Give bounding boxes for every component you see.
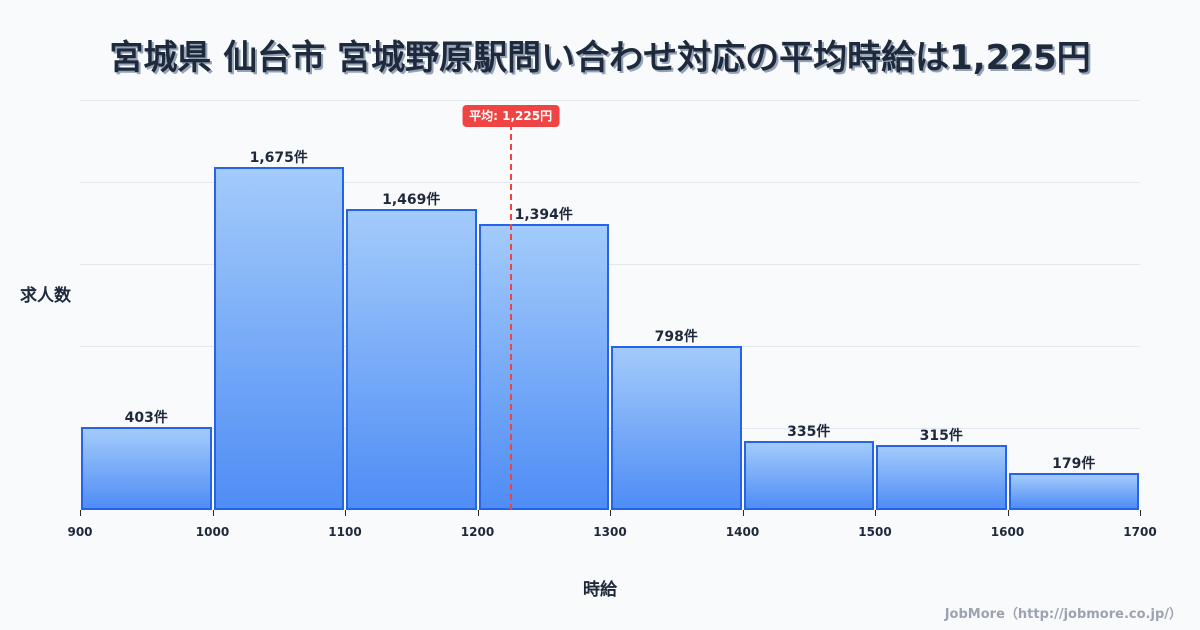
x-tick-mark (477, 510, 479, 516)
x-tick-label: 1700 (1123, 525, 1157, 539)
x-tick-mark (212, 510, 214, 516)
histogram-bar (81, 427, 212, 510)
x-axis-label: 時給 (583, 580, 617, 600)
bar-value-label: 1,469件 (382, 191, 441, 208)
source-credit: JobMore（http://jobmore.co.jp/） (944, 607, 1182, 622)
gridline (80, 264, 1140, 265)
gridline (80, 428, 1140, 429)
chart-title: 宮城県 仙台市 宮城野原駅問い合わせ対応の平均時給は1,225円 (109, 38, 1091, 78)
histogram-bar (743, 441, 874, 510)
bar-value-label: 798件 (654, 329, 698, 346)
histogram-bar (346, 208, 477, 510)
average-line (509, 124, 512, 510)
x-tick-mark (742, 510, 744, 516)
gridline (80, 346, 1140, 347)
bar-value-label: 179件 (1052, 456, 1096, 473)
x-tick-mark (875, 510, 876, 516)
histogram-bar (478, 224, 609, 510)
bar-value-label: 403件 (124, 410, 168, 427)
bar-value-label: 335件 (787, 424, 831, 441)
x-tick-mark (1140, 510, 1141, 516)
histogram-bar (213, 166, 344, 510)
x-tick-mark (1007, 510, 1009, 516)
x-tick-label: 1300 (593, 525, 627, 539)
histogram-bar (611, 346, 742, 510)
histogram-bar (876, 445, 1007, 510)
x-tick-label: 1500 (858, 525, 892, 539)
x-tick-label: 1000 (195, 525, 230, 539)
gridline (80, 100, 1140, 101)
x-tick-label: 1400 (725, 525, 760, 539)
x-tick-mark (80, 510, 81, 516)
gridline (80, 182, 1140, 183)
bar-value-label: 1,394件 (514, 207, 573, 224)
x-tick-label: 1600 (990, 525, 1025, 539)
x-tick-mark (345, 510, 346, 516)
bar-value-label: 315件 (919, 428, 963, 445)
x-tick-label: 1200 (460, 525, 495, 539)
histogram-bar (1008, 473, 1139, 510)
x-tick-label: 1100 (328, 525, 362, 539)
x-tick-label: 900 (67, 525, 93, 539)
bar-value-label: 1,675件 (249, 149, 308, 166)
average-badge: 平均: 1,225円 (462, 105, 560, 127)
y-axis-label: 求人数 (20, 286, 71, 306)
x-tick-mark (610, 510, 611, 516)
